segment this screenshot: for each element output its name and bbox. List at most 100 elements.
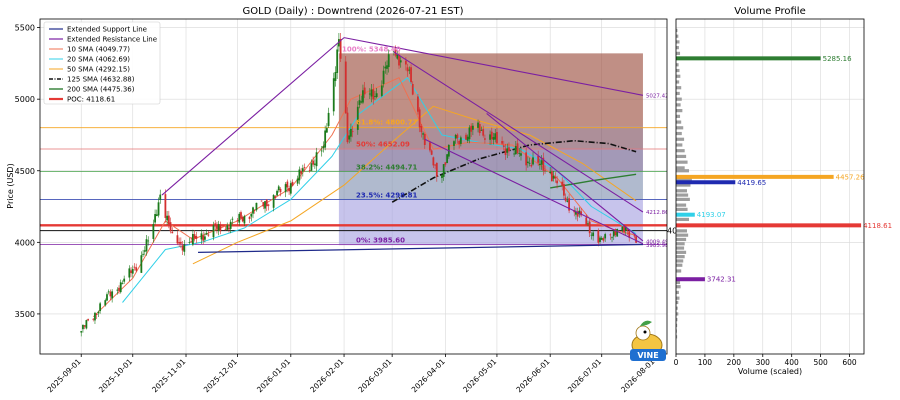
date-tick-label: 2026-01-01 (255, 357, 292, 394)
candle-body (387, 54, 390, 68)
candle-body (95, 314, 98, 315)
candle-body (238, 213, 241, 223)
volume-bar (676, 203, 687, 207)
candle-body (626, 229, 629, 231)
candle-body (205, 233, 208, 235)
candle-body (504, 148, 507, 156)
candle-body (276, 190, 278, 196)
candle-body (490, 131, 493, 140)
candle-body (348, 135, 351, 140)
candle-body (179, 241, 182, 244)
candle-body (532, 157, 534, 165)
candle-body (231, 218, 234, 220)
date-tick-label: 2026-08-01 (619, 357, 656, 394)
candle-body (130, 270, 132, 274)
candle-body (628, 231, 631, 238)
trendline-end-label-1: 4212.86 (646, 210, 669, 216)
candle-body (417, 96, 419, 112)
candle-body (99, 303, 102, 312)
date-tick-label: 2025-12-01 (202, 357, 239, 394)
candle-body (274, 196, 277, 198)
candle-body (207, 234, 210, 236)
candle-body (324, 130, 327, 148)
volume-axis-ticks: 0 100 200 300 400 500 600 (674, 354, 857, 367)
candle-body (410, 67, 412, 83)
candle-body (128, 268, 131, 278)
volume-bar (676, 46, 679, 50)
candle-body (508, 147, 510, 152)
fib-label-4: 23.5%: 4298.81 (356, 191, 418, 199)
date-tick-label: 2026-07-01 (566, 357, 603, 394)
volume-highlight-label-3: 4193.07 (697, 211, 726, 219)
sma-50-line (192, 105, 637, 265)
candle-body (544, 170, 546, 172)
candle-body (312, 160, 315, 165)
volume-plot-background (676, 19, 864, 354)
legend-label-2: 10 SMA (4049.77) (67, 46, 130, 54)
volume-tick-label: 100 (698, 358, 713, 367)
volume-bar (676, 97, 682, 101)
price-tick-label: 3500 (15, 310, 35, 319)
candle-body (188, 242, 191, 243)
volume-highlight-bar-1 (676, 174, 834, 179)
candle-body (351, 131, 354, 133)
candle-body (212, 225, 215, 238)
volume-bar (676, 137, 685, 141)
volume-bar (676, 154, 687, 159)
candle-body (202, 235, 205, 241)
horizontal-levels (40, 127, 667, 245)
candle-body (111, 291, 114, 299)
price-tick-label: 5500 (15, 24, 35, 33)
candle-body (599, 237, 601, 242)
candle-body (489, 134, 491, 140)
date-tick-label: 2026-04-01 (410, 357, 447, 394)
volume-bar (676, 296, 680, 300)
candle-body (360, 101, 363, 103)
volume-bar (676, 207, 688, 212)
resistance-line-1 (343, 37, 644, 96)
sma-125-line (391, 139, 637, 203)
candle-body (444, 162, 447, 165)
volume-axis-label: Volume (scaled) (738, 367, 802, 376)
candle-body (265, 199, 268, 207)
fibonacci-labels: 100%: 5348.40 61.8%: 4800.77 50%: 4652.09 3… (342, 45, 418, 244)
candle-body (621, 226, 624, 231)
candle-body (229, 221, 232, 229)
candle-body (587, 223, 589, 225)
candle-body (121, 283, 124, 285)
volume-bar (676, 246, 685, 250)
candle-body (418, 109, 421, 128)
candle-body (568, 198, 570, 211)
volume-bar (676, 290, 679, 295)
candle-body (320, 150, 323, 152)
candle-body (325, 128, 328, 133)
volume-bar (676, 51, 681, 55)
candle-body (624, 227, 627, 231)
resistance-line-0 (161, 37, 345, 196)
candle-body (164, 194, 167, 218)
volume-bar (676, 318, 678, 322)
candle-body (279, 188, 282, 193)
candle-body (525, 152, 528, 166)
candle-body (155, 214, 158, 217)
candle-body (588, 221, 591, 234)
candle-body (561, 181, 564, 186)
candle-body (116, 289, 119, 291)
candle-body (339, 38, 342, 59)
volume-bar (676, 177, 692, 181)
candle-body (200, 233, 203, 240)
candle-body (411, 83, 414, 95)
candle-body (152, 224, 155, 239)
volume-bar (676, 109, 683, 113)
candle-body (465, 134, 467, 140)
candle-body (289, 183, 292, 194)
candle-body (344, 61, 347, 114)
volume-bar (676, 63, 679, 67)
candle-body (556, 180, 558, 184)
candle-body (322, 145, 325, 149)
volume-highlight-label-2: 4419.65 (737, 179, 766, 187)
candle-body (145, 239, 148, 252)
candle-body (217, 224, 220, 232)
candle-body (216, 225, 218, 229)
candle-body (482, 129, 485, 136)
